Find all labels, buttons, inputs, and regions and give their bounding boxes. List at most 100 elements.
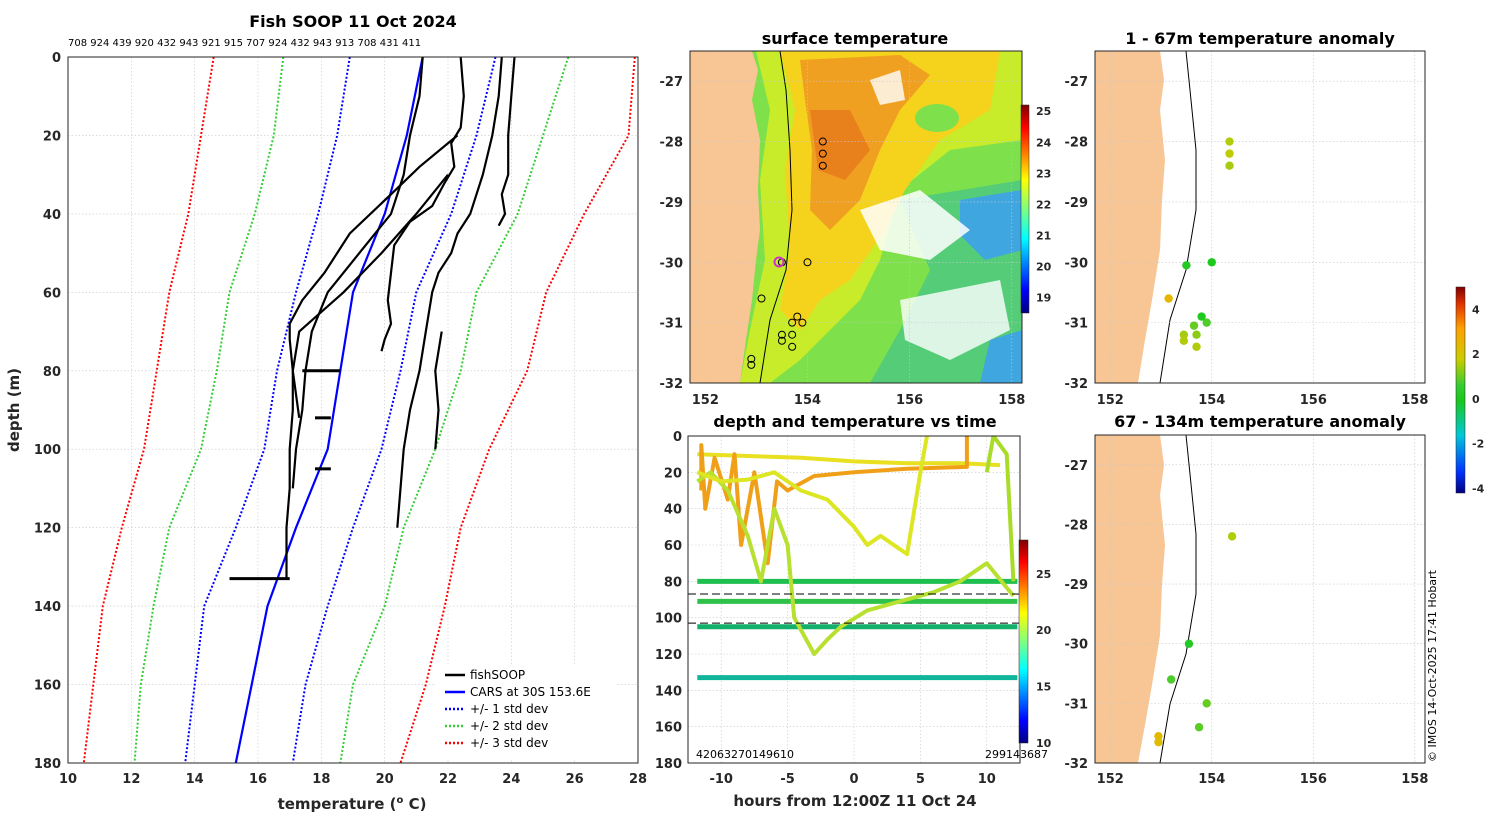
sst-stations [747,137,827,369]
anomaly-shallow-point [1164,294,1173,303]
time-series-x-tick-label: 5 [916,772,925,787]
sst-colorbar-tick-label: 24 [1036,136,1052,149]
anomaly-deep-point [1227,532,1237,541]
anomaly-shallow-y-tick-label: -30 [1065,256,1089,271]
legend-label-cars: CARS at 30S 153.6E [470,685,591,699]
anomaly-shallow-point [1225,137,1234,146]
sst-x-tick-label: 156 [896,393,923,408]
anomaly-shallow-point [1189,321,1199,330]
anomaly-colorbar-tick-label: 4 [1472,303,1480,316]
sst-x-tick-label: 154 [794,393,821,408]
anomaly-shallow-axes-box [1094,50,1426,384]
sst-colorbar-tick-label: 23 [1036,167,1051,180]
profile-line-cars-at-30s-153-6e [234,57,424,763]
profile-y-label: depth (m) [5,368,23,452]
profile-x-label: temperature (o C) [278,795,427,813]
profile-y-tick-label: 60 [43,286,61,301]
sst-colorbar-tick-label: 19 [1036,291,1051,304]
anomaly-shallow-y-tick-label: -32 [1065,377,1089,392]
time-series-x-tick-label: 0 [849,772,858,787]
profile-x-ticks: 10 12 14 16 18 20 22 24 26 28 [59,772,647,787]
time-series-orange-trace [699,436,969,566]
sst-land [690,51,760,383]
time-series-colorbar-tick-label: 20 [1036,624,1052,637]
time-series-yellow-trace [696,436,929,557]
sst-y-ticks: -27 -28 -29 -30 -31 -32 [660,75,684,392]
sst-cloud-mask [870,70,905,105]
sst-colorbar-ticks: 19 20 21 22 23 24 25 [1036,105,1052,304]
time-series-y-tick-label: 20 [664,466,682,481]
time-series-y-tick-label: 0 [673,430,682,445]
profile-y-tick-label: 40 [43,208,61,223]
profile-series [82,57,636,763]
profile-gridlines [67,56,639,764]
anomaly-shallow-x-ticks: 152 154 156 158 [1097,393,1429,408]
anomaly-deep-y-tick-label: -32 [1065,757,1089,772]
time-series-y-tick-label: 120 [655,648,682,663]
profile-legend: fishSOOP CARS at 30S 153.6E +/- 1 std de… [436,664,616,760]
anomaly-shallow-map [1095,51,1197,383]
legend-label-fish: fishSOOP [470,668,525,682]
anomaly-deep-y-tick-label: -30 [1065,638,1089,653]
time-series-traces [688,436,1020,681]
anomaly-deep-point [1166,675,1176,684]
profile-axes-box [67,56,639,764]
profile-line--3-std-dev [82,57,215,763]
sst-station-marker [757,294,766,303]
anomaly-shallow-point [1202,318,1211,327]
anomaly-shallow-isobath [1159,51,1197,383]
anomaly-shallow-points [1164,137,1234,351]
time-series-colorbar-tick-label: 25 [1036,568,1051,581]
anomaly-deep-axes-box [1094,434,1426,764]
anomaly-shallow-y-tick-label: -28 [1065,136,1089,151]
profile-y-tick-label: 20 [43,129,61,144]
anomaly-shallow-land [1095,51,1165,383]
time-series-title: depth and temperature vs time [713,412,996,431]
time-series-colorbar [1018,539,1029,744]
anomaly-deep-panel: 67 - 134m temperature anomaly 152 154 156 1… [1065,412,1429,787]
anomaly-deep-y-tick-label: -28 [1065,518,1089,533]
anomaly-deep-isobath [1159,435,1197,763]
sst-colorbar [1020,104,1030,314]
sst-y-tick-label: -31 [660,317,684,332]
sst-station-marker [793,312,802,321]
fish-soop-profile [288,134,459,418]
fish-soop-profile [291,57,424,489]
time-series-colorbar-tick-label: 10 [1036,737,1052,750]
profile-title: Fish SOOP 11 Oct 2024 [249,12,457,31]
sst-station-marker [803,258,812,267]
anomaly-shallow-point [1192,330,1201,339]
sst-station-marker [788,330,797,339]
legend-label-sd3: +/- 3 std dev [470,736,548,750]
anomaly-deep-land [1095,435,1165,763]
anomaly-deep-x-tick-label: 152 [1097,772,1124,787]
anomaly-deep-point [1184,639,1194,648]
sst-station-marker [747,354,756,363]
time-series-panel: depth and temperature vs time -10 -5 0 5 10 … [655,412,1052,810]
sst-y-tick-label: -32 [660,377,684,392]
sst-isobath [759,51,793,383]
anomaly-colorbar-tick-label: 0 [1472,393,1480,406]
anomaly-shallow-point [1179,330,1189,339]
anomaly-deep-title: 67 - 134m temperature anomaly [1114,412,1406,431]
sst-station-marker [818,161,827,170]
time-series-y-tick-label: 60 [664,539,682,554]
profile-x-tick-label: 20 [376,772,394,787]
anomaly-deep-y-tick-label: -27 [1065,459,1089,474]
anomaly-deep-x-ticks: 152 154 156 158 [1097,772,1429,787]
sst-title: surface temperature [762,29,949,48]
sst-x-tick-label: 152 [692,393,719,408]
fish-soop-profile [380,57,465,352]
profile-x-tick-label: 26 [566,772,584,787]
sst-cloud-mask [900,280,1010,360]
time-series-y-tick-label: 40 [664,503,682,518]
time-series-y-tick-label: 140 [655,684,682,699]
sst-field [690,51,1022,383]
profile-y-tick-label: 80 [43,365,61,380]
time-series-y-ticks: 0 20 40 60 80 100 120 140 160 180 [655,430,682,772]
anomaly-shallow-point [1207,258,1216,267]
sst-y-tick-label: -27 [660,75,684,90]
anomaly-shallow-x-tick-label: 154 [1198,393,1225,408]
anomaly-shallow-point [1182,261,1191,270]
